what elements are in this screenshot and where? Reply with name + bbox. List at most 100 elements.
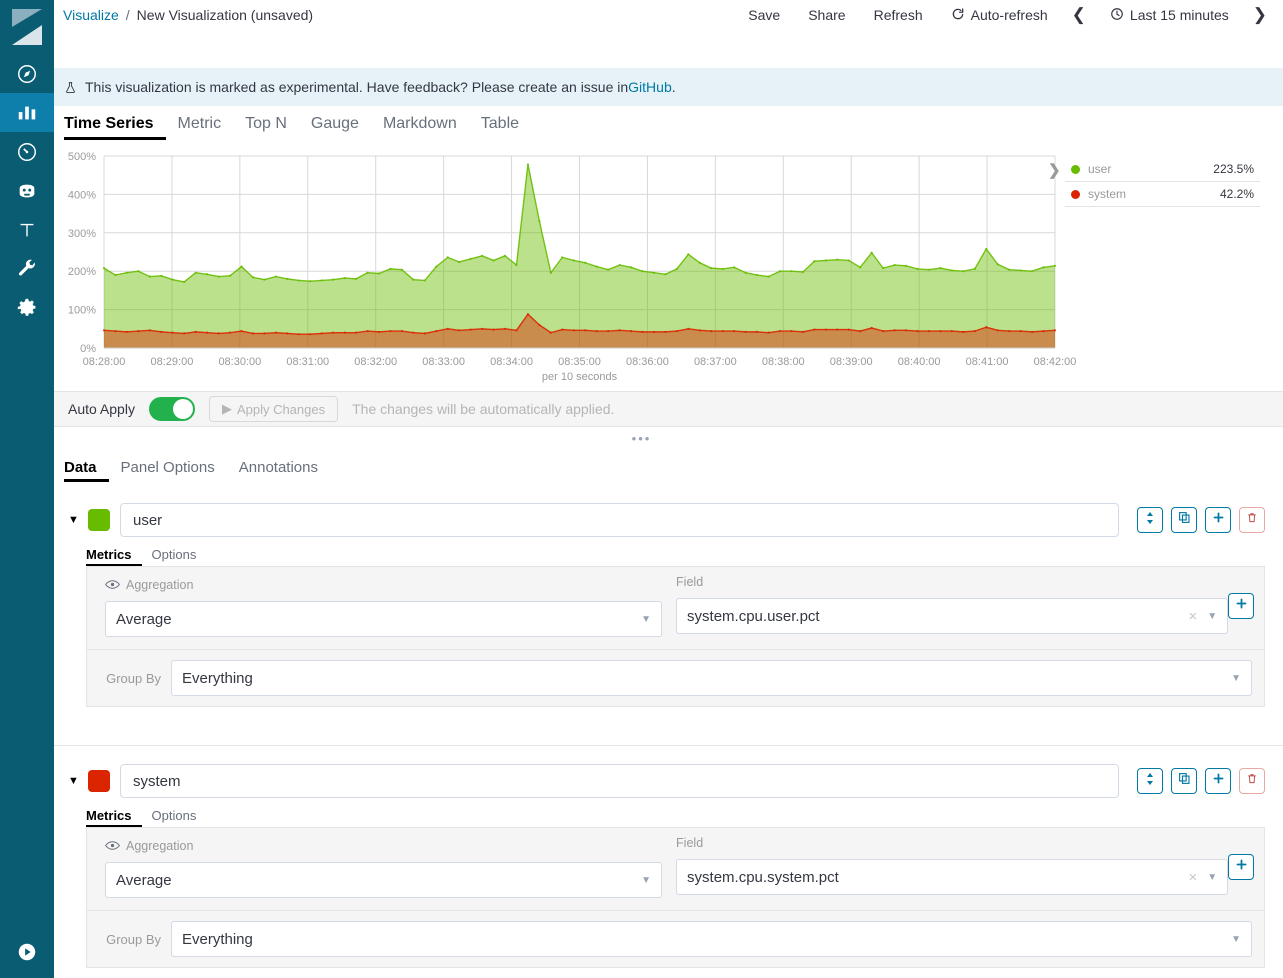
series-actions [1137, 768, 1265, 794]
sidebar-item-discover[interactable] [0, 54, 54, 93]
eye-icon[interactable] [105, 838, 120, 856]
svg-text:08:38:00: 08:38:00 [762, 356, 805, 368]
visualization-type-tabs: Time Series Metric Top N Gauge Markdown … [54, 107, 1283, 140]
kibana-logo [0, 0, 54, 54]
time-picker-button[interactable]: Last 15 minutes [1096, 0, 1243, 30]
field-group: Field system.cpu.user.pct × ▼ [676, 575, 1229, 634]
tab-panel-options[interactable]: Panel Options [120, 459, 215, 476]
field-select[interactable]: system.cpu.user.pct × ▼ [676, 598, 1229, 634]
subtab-options[interactable]: Options [151, 547, 197, 562]
chevron-down-icon: ▼ [641, 613, 652, 625]
series-label-input[interactable] [120, 764, 1119, 798]
group-by-select[interactable]: Everything ▼ [171, 921, 1252, 957]
collapse-series-caret-icon[interactable]: ▼ [68, 514, 79, 526]
refresh-button[interactable]: Refresh [860, 0, 937, 30]
sidebar-item-visualize[interactable] [0, 93, 54, 132]
series-body: Metrics Options Aggregation Average ▼ [86, 540, 1265, 707]
legend-row-user[interactable]: user 223.5% [1065, 157, 1260, 182]
save-button[interactable]: Save [734, 0, 794, 30]
dashboard-icon [16, 141, 38, 163]
refresh-label: Refresh [873, 7, 923, 23]
tab-top-n[interactable]: Top N [245, 115, 287, 132]
aggregation-select[interactable]: Average ▼ [105, 601, 663, 637]
aggregation-group: Aggregation Average ▼ [105, 575, 663, 637]
sidebar-item-dashboard[interactable] [0, 132, 54, 171]
plus-icon [1212, 772, 1225, 790]
clone-series-button[interactable] [1171, 507, 1197, 533]
share-label: Share [808, 7, 846, 23]
clone-series-button[interactable] [1171, 768, 1197, 794]
callout-text: This visualization is marked as experime… [85, 79, 629, 95]
breadcrumb-current: New Visualization (unsaved) [136, 7, 314, 23]
sidebar-item-dev-tools[interactable] [0, 249, 54, 288]
time-next-button[interactable]: ❯ [1252, 5, 1267, 24]
tab-time-series[interactable]: Time Series [64, 115, 166, 140]
add-metric-button[interactable] [1228, 593, 1254, 619]
delete-series-button[interactable] [1239, 768, 1265, 794]
add-series-button[interactable] [1205, 768, 1231, 794]
chart-canvas: 0% 100% 200% 300% 400% 500% 08:28:00 08:29:00 08… [68, 151, 1077, 383]
svg-text:08:40:00: 08:40:00 [898, 356, 941, 368]
tab-gauge[interactable]: Gauge [310, 115, 359, 132]
sidebar-item-text[interactable] [0, 210, 54, 249]
legend-row-system[interactable]: system 42.2% [1065, 182, 1260, 207]
legend-collapse-button[interactable]: ❯ [1048, 162, 1061, 179]
subtab-options[interactable]: Options [151, 808, 197, 823]
auto-apply-bar: Auto Apply ▶ Apply Changes The changes w… [54, 391, 1283, 427]
field-select[interactable]: system.cpu.system.pct × ▼ [676, 859, 1229, 895]
callout-suffix: . [671, 79, 676, 95]
eye-icon[interactable] [105, 577, 120, 595]
series-panel-user: ▼ [54, 500, 1283, 707]
bar-chart-icon [16, 102, 38, 124]
tab-annotations[interactable]: Annotations [238, 459, 318, 476]
tab-markdown[interactable]: Markdown [382, 115, 457, 132]
time-prev-button[interactable]: ❮ [1071, 5, 1086, 24]
group-by-row: Group By Everything ▼ [86, 911, 1265, 968]
add-series-button[interactable] [1205, 507, 1231, 533]
sort-updown-icon [1144, 772, 1156, 791]
series-color-swatch[interactable] [88, 509, 110, 531]
reorder-series-button[interactable] [1137, 768, 1163, 794]
svg-text:300%: 300% [68, 228, 96, 240]
sidebar-item-management[interactable] [0, 288, 54, 327]
apply-changes-button[interactable]: ▶ Apply Changes [208, 396, 339, 422]
svg-text:08:35:00: 08:35:00 [558, 356, 601, 368]
delete-series-button[interactable] [1239, 507, 1265, 533]
group-by-select[interactable]: Everything ▼ [171, 660, 1252, 696]
breadcrumb-separator: / [125, 7, 130, 23]
github-link[interactable]: GitHub [628, 79, 672, 95]
reorder-series-button[interactable] [1137, 507, 1163, 533]
auto-apply-toggle[interactable] [148, 397, 195, 421]
svg-text:per 10 seconds: per 10 seconds [542, 371, 618, 383]
wrench-icon [16, 258, 38, 280]
panel-resize-handle[interactable]: ••• [631, 430, 652, 446]
collapse-series-caret-icon[interactable]: ▼ [68, 775, 79, 787]
legend-series-value: 223.5% [1213, 162, 1254, 176]
aggregation-value: Average [116, 871, 172, 889]
timeseries-chart[interactable]: 0% 100% 200% 300% 400% 500% 08:28:00 08:29:00 08… [54, 145, 1283, 390]
subtab-metrics[interactable]: Metrics [86, 547, 142, 566]
tab-data[interactable]: Data [64, 459, 109, 482]
tab-metric[interactable]: Metric [177, 115, 222, 132]
series-label-input[interactable] [120, 503, 1119, 537]
series-body: Metrics Options Aggregation Average ▼ [86, 801, 1265, 968]
group-by-label: Group By [106, 931, 161, 947]
svg-text:08:30:00: 08:30:00 [218, 356, 261, 368]
sidebar-nav [0, 0, 54, 978]
field-value: system.cpu.user.pct [687, 607, 820, 625]
share-button[interactable]: Share [794, 0, 859, 30]
refresh-icon [951, 7, 965, 24]
aggregation-select[interactable]: Average ▼ [105, 862, 663, 898]
add-metric-button[interactable] [1228, 854, 1254, 880]
experimental-callout: This visualization is marked as experime… [54, 68, 1283, 106]
clear-field-icon[interactable]: × [1188, 607, 1198, 625]
subtab-metrics[interactable]: Metrics [86, 808, 142, 827]
tab-table[interactable]: Table [480, 115, 520, 132]
breadcrumb-visualize-link[interactable]: Visualize [63, 7, 119, 23]
sidebar-collapse-button[interactable] [0, 930, 54, 978]
svg-text:08:42:00: 08:42:00 [1034, 356, 1077, 368]
sidebar-item-timelion[interactable] [0, 171, 54, 210]
series-color-swatch[interactable] [88, 770, 110, 792]
clear-field-icon[interactable]: × [1188, 868, 1198, 886]
auto-refresh-button[interactable]: Auto-refresh [937, 0, 1062, 30]
